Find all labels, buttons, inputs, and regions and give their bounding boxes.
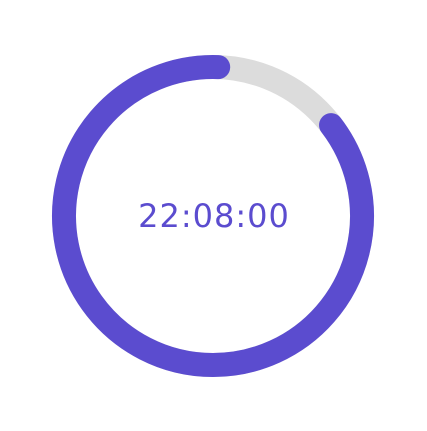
progress-ring-arc [52,55,374,377]
time-remaining-text: 22:08:00 [138,197,290,235]
